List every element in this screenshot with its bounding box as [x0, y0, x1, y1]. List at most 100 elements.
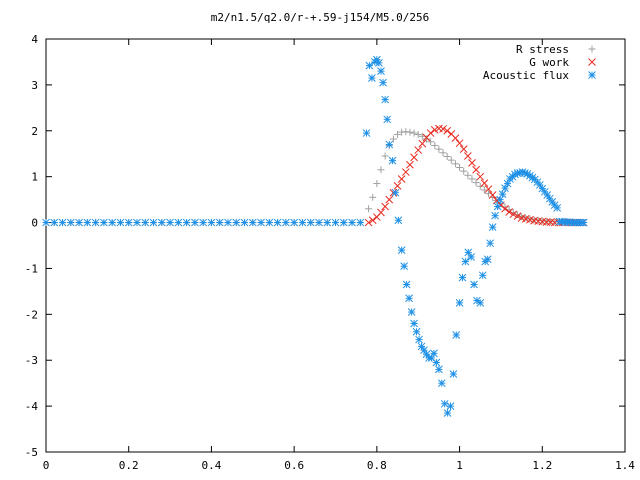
data-point [443, 152, 451, 160]
data-point [468, 175, 476, 183]
data-point [377, 208, 385, 217]
y-tick-label: -3 [25, 354, 38, 367]
data-point [174, 218, 183, 227]
data-point [282, 218, 290, 227]
data-point [468, 159, 476, 167]
data-point [182, 218, 191, 227]
x-tick-label: 0.8 [367, 459, 387, 472]
data-point [257, 218, 265, 227]
legend-marker [588, 71, 596, 79]
data-point [415, 335, 423, 344]
data-point [381, 95, 389, 104]
data-point [388, 156, 397, 165]
data-point [412, 327, 421, 336]
data-point [83, 218, 92, 227]
data-point [331, 218, 340, 227]
data-point [315, 218, 323, 227]
data-point [432, 358, 441, 367]
x-tick-label: 0.2 [119, 459, 139, 472]
data-point [422, 135, 430, 143]
data-point [133, 218, 141, 227]
data-point [501, 204, 509, 213]
data-point [207, 218, 216, 227]
data-point [513, 212, 522, 220]
data-point [437, 379, 446, 388]
data-point [368, 74, 376, 82]
data-point [488, 223, 497, 231]
data-point [452, 331, 461, 339]
data-point [493, 202, 502, 211]
data-point [75, 218, 83, 227]
data-point [397, 175, 406, 183]
data-point [191, 218, 199, 227]
data-point [362, 129, 371, 137]
data-point [439, 149, 447, 157]
data-point [451, 134, 460, 142]
data-point [458, 273, 467, 282]
data-point [476, 299, 485, 307]
y-tick-label: 0 [31, 217, 38, 230]
data-point [410, 129, 418, 137]
data-point [199, 218, 208, 227]
legend-label: R stress [516, 43, 569, 56]
data-point [414, 130, 422, 138]
data-point [406, 160, 414, 169]
data-point [451, 160, 459, 168]
data-point [463, 152, 472, 160]
data-point [406, 128, 414, 136]
data-point [66, 218, 75, 227]
data-point [410, 319, 418, 328]
y-tick-label: 1 [31, 171, 38, 184]
data-point [486, 239, 495, 248]
x-axis: 0 0.2 0.4 0.6 0.8 1 1.2 1.4 [43, 39, 635, 472]
y-tick-label: -1 [25, 262, 38, 275]
data-point [488, 191, 497, 199]
data-point [447, 156, 455, 164]
data-point [348, 218, 356, 227]
series-layer [42, 55, 588, 417]
data-point [248, 218, 257, 227]
data-point [476, 172, 485, 181]
series-r-stress [42, 128, 588, 227]
data-point [459, 145, 468, 153]
data-point [369, 193, 377, 201]
data-point [377, 67, 385, 75]
data-point [265, 218, 274, 227]
data-point [430, 349, 438, 358]
data-point [513, 211, 521, 219]
data-point [377, 166, 385, 174]
data-point [224, 218, 232, 227]
data-point [298, 218, 307, 227]
data-point [368, 216, 377, 225]
data-point [427, 138, 435, 146]
data-point [579, 218, 588, 227]
legend-label: Acoustic flux [483, 69, 569, 82]
data-point [464, 171, 472, 179]
y-tick-label: 4 [31, 33, 38, 46]
data-point [290, 218, 298, 227]
x-tick-label: 1.4 [615, 459, 635, 472]
legend-label: G work [529, 56, 569, 69]
data-point [381, 152, 389, 160]
data-point [157, 218, 166, 227]
data-point [402, 280, 411, 289]
series-g-work [364, 124, 588, 227]
data-point [381, 202, 389, 211]
data-point [365, 61, 374, 70]
data-point [509, 210, 518, 219]
data-point [426, 129, 435, 137]
data-point [443, 409, 452, 417]
data-point [472, 165, 480, 174]
data-point [505, 208, 514, 216]
data-point [397, 246, 406, 254]
y-tick-label: -5 [25, 446, 38, 459]
data-point [364, 218, 373, 227]
data-point [498, 190, 507, 198]
data-point [273, 218, 282, 227]
data-point [365, 205, 373, 213]
data-point [467, 253, 476, 261]
x-tick-label: 0 [43, 459, 50, 472]
data-point [91, 218, 100, 227]
